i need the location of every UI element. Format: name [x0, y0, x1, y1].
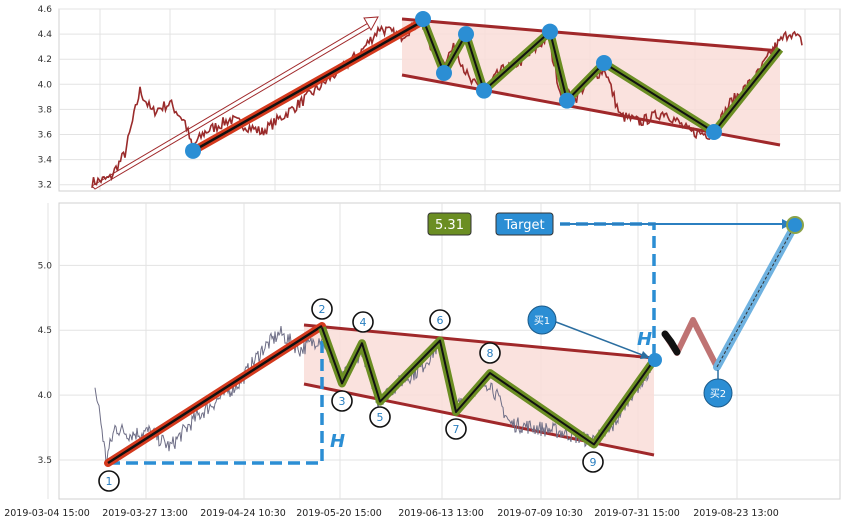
pivot-label-text: 2 — [319, 303, 326, 316]
height-label-left: H — [330, 431, 345, 452]
top-y-tick: 4.6 — [38, 5, 53, 15]
bottom-y-axis: 5.0 4.5 4.0 3.5 — [38, 261, 53, 466]
bottom-y-tick: 3.5 — [38, 456, 52, 466]
pivot-label-text: 5 — [377, 411, 384, 424]
top-pivot-node — [436, 65, 452, 82]
top-y-tick: 4.2 — [38, 55, 52, 65]
top-pivot-node — [185, 142, 201, 159]
top-y-tick: 3.4 — [38, 156, 53, 166]
x-tick: 2019-03-04 15:00 — [4, 508, 90, 519]
top-pivot-node — [415, 11, 431, 28]
x-tick: 2019-08-23 13:00 — [693, 508, 779, 519]
pivot-label-circle — [369, 406, 391, 428]
pivot-label-circle — [479, 342, 501, 364]
pivot-label-text: 9 — [590, 456, 597, 469]
top-pivot-nodes — [185, 11, 722, 159]
pivot-label-circle — [331, 390, 353, 412]
buy2-badge — [703, 378, 733, 408]
pivot-label-text: 1 — [106, 475, 113, 488]
pivot-label-text: 8 — [487, 347, 494, 360]
bottom-plot: 1 2 3 4 5 6 7 8 9 — [94, 216, 804, 492]
pivot-label-text: 3 — [339, 395, 346, 408]
buy1-arrow — [555, 321, 646, 357]
bottom-y-tick: 4.0 — [38, 391, 53, 401]
top-y-tick: 4.0 — [38, 80, 53, 90]
top-pivot-node — [596, 54, 612, 71]
bottom-y-tick: 5.0 — [38, 261, 53, 271]
x-tick: 2019-03-27 13:00 — [102, 508, 188, 519]
pivot-label-circle — [429, 309, 451, 331]
x-tick: 2019-05-20 15:00 — [296, 508, 382, 519]
breakout-node — [648, 353, 662, 367]
x-tick: 2019-04-24 10:30 — [200, 508, 286, 519]
target-node — [786, 216, 804, 234]
target-box — [495, 212, 554, 236]
top-pivot-node — [542, 23, 558, 40]
target-box-text: Target — [503, 218, 544, 233]
bottom-wave-inner — [321, 327, 655, 446]
value-box — [427, 212, 472, 236]
bottom-x-axis: 2019-03-04 15:00 2019-03-27 13:00 2019-04-… — [4, 508, 779, 519]
pivot-label-text: 7 — [453, 423, 460, 436]
top-hollow-arrow-head — [363, 16, 379, 32]
top-pivot-node — [706, 124, 722, 141]
top-y-tick: 3.6 — [38, 131, 53, 141]
buy1-badge — [527, 305, 557, 335]
buy1-badge-text: 买1 — [534, 315, 550, 327]
bottom-y-tick: 4.5 — [38, 326, 52, 336]
top-channel-upper — [401, 17, 781, 53]
top-pivot-node — [476, 82, 492, 99]
pivot-label-circle — [582, 451, 604, 473]
top-y-tick: 3.8 — [38, 105, 53, 115]
pivot-label-text: 4 — [360, 316, 367, 329]
bottom-pivot-labels: 1 2 3 4 5 6 7 8 9 — [98, 298, 604, 492]
top-y-tick: 4.4 — [38, 30, 53, 40]
buy2-badge-text: 买2 — [710, 388, 726, 400]
pivot-label-circle — [445, 418, 467, 440]
top-plot — [91, 11, 803, 190]
top-pivot-node — [559, 92, 575, 109]
value-box-text: 5.31 — [435, 218, 464, 233]
top-pivot-node — [458, 26, 474, 43]
top-trend-line-inner — [192, 19, 424, 153]
bottom-trend-line-inner — [107, 324, 323, 465]
pivot-label-text: 6 — [437, 314, 444, 327]
pivot-label-circle — [352, 311, 374, 333]
x-tick: 2019-07-09 10:30 — [497, 508, 583, 519]
pivot-label-circle — [98, 470, 120, 492]
x-tick: 2019-06-13 13:00 — [398, 508, 484, 519]
top-y-axis: 4.6 4.4 4.2 4.0 3.8 3.6 3.4 3.2 — [38, 5, 53, 191]
height-label-right: H — [637, 329, 652, 350]
x-tick: 2019-07-31 15:00 — [594, 508, 680, 519]
pivot-label-circle — [311, 298, 333, 320]
buy1-arrow-head — [640, 351, 650, 359]
projection-zigzag-dark — [661, 330, 681, 356]
projection-rise-dash — [716, 224, 796, 368]
top-y-tick: 3.2 — [38, 181, 52, 191]
